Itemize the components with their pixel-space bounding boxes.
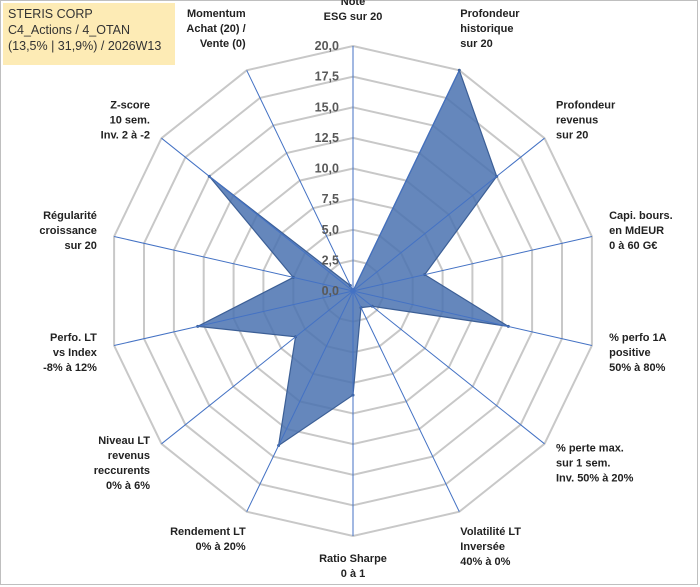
axis-spoke: [352, 137, 545, 292]
axis-label: Capi. bours. en MdEUR 0 à 60 G€: [609, 210, 673, 252]
axis-spoke: [352, 236, 593, 292]
tick-label: 7,5: [322, 192, 339, 206]
axis-label: Profondeur historique sur 20: [460, 8, 520, 50]
axis-spoke: [161, 137, 354, 292]
tick-label: 12,5: [315, 131, 339, 145]
axis-label: Ratio Sharpe 0 à 1: [319, 553, 387, 580]
label-layer: Note ESG sur 20 Profondeur historique sur 20…: [39, 0, 672, 580]
tick-layer: 0,0 2,5 5,0 7,5 10,0 12,5 15,0 17,5 20,0: [315, 39, 339, 298]
tick-label: 2,5: [322, 253, 339, 267]
axis-label: Rendement LT 0% à 20%: [170, 526, 246, 553]
tick-label: 17,5: [315, 70, 339, 84]
axis-spoke: [246, 290, 354, 512]
axis-spoke: [352, 290, 545, 445]
axis-spoke: [113, 236, 354, 292]
chart-title-box: STERIS CORP C4_Actions / 4_OTAN (13,5% |…: [3, 3, 175, 65]
axis-label: Z-score 10 sem. Inv. 2 à -2: [101, 100, 150, 142]
axis-label: Volatilité LT Inversée 40% à 0%: [460, 526, 521, 568]
tick-label: 10,0: [315, 162, 339, 176]
axis-label: Niveau LT revenus reccurents 0% à 6%: [94, 435, 151, 492]
tick-label: 15,0: [315, 100, 339, 114]
axis-spoke: [113, 290, 354, 346]
chart-subtitle-stats: (13,5% | 31,9%) / 2026W13: [8, 39, 162, 53]
axis-label: Note ESG sur 20: [324, 0, 383, 23]
series-layer: [113, 46, 593, 536]
chart-subtitle-category: C4_Actions / 4_OTAN: [8, 23, 131, 37]
axis-label: % perte max. sur 1 sem. Inv. 50% à 20%: [556, 443, 634, 485]
axis-label: Momentum Achat (20) / Vente (0): [186, 8, 246, 50]
axis-label: % perfo 1A positive 50% à 80%: [609, 332, 667, 374]
axis-spoke: [352, 290, 460, 512]
axis-label: Perfo. LT vs Index -8% à 12%: [43, 332, 98, 374]
axis-spoke: [246, 70, 354, 292]
axis-spoke: [352, 70, 460, 292]
axis-spoke: [161, 290, 354, 445]
axis-label: Profondeur revenus sur 20: [556, 100, 616, 142]
axis-label: Régularité croissance sur 20: [39, 210, 96, 252]
axis-spoke: [352, 290, 593, 346]
tick-label: 5,0: [322, 223, 339, 237]
tick-label: 0,0: [322, 284, 339, 298]
tick-label: 20,0: [315, 39, 339, 53]
chart-title: STERIS CORP: [8, 7, 93, 21]
